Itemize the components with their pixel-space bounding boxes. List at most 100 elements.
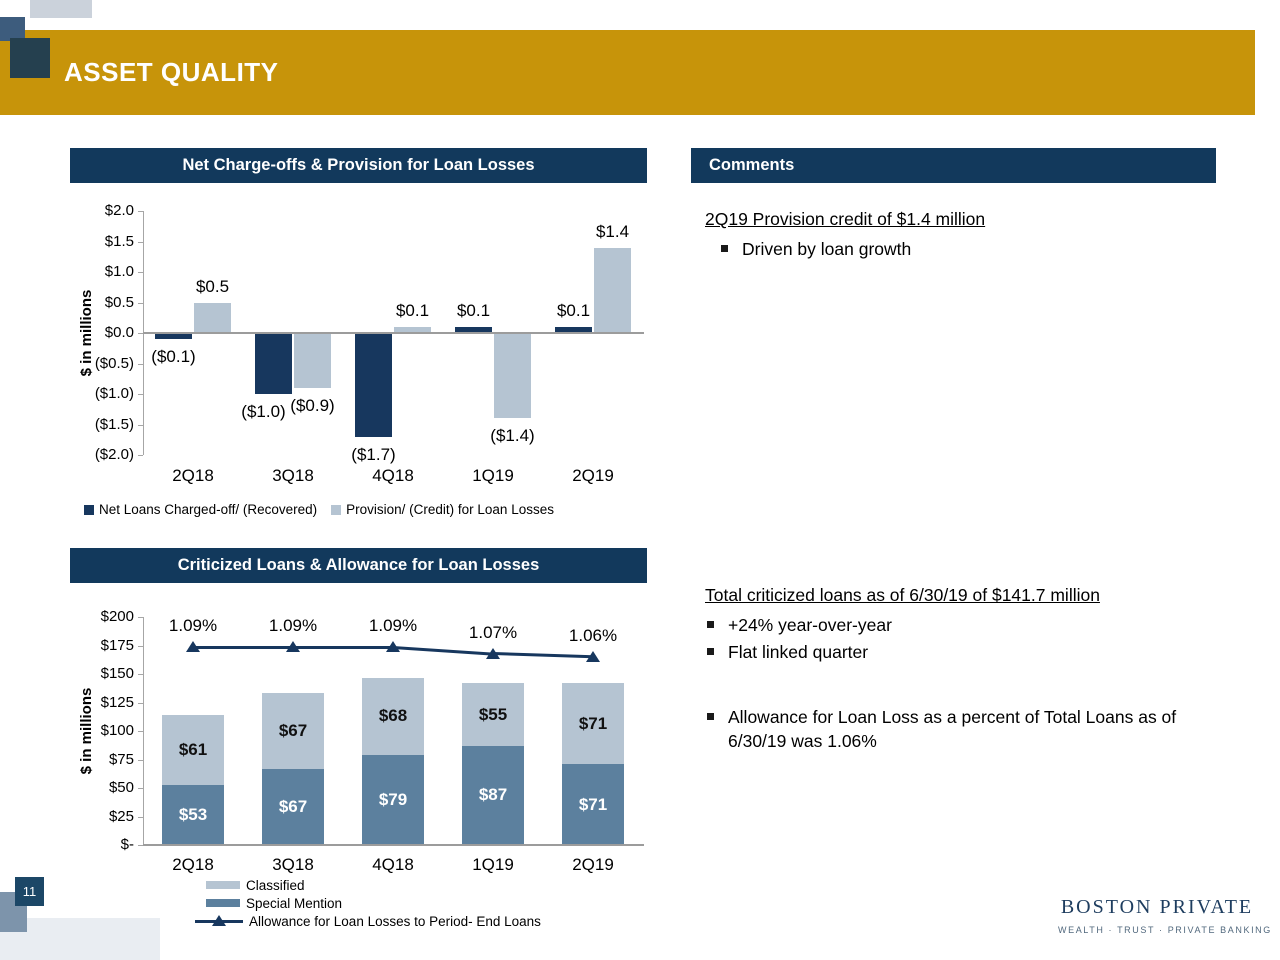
x-axis-category-label: 3Q18 (272, 855, 314, 874)
allowance-percent-label: 1.07% (468, 622, 518, 642)
classified-value-label: $68 (378, 706, 408, 726)
x-axis-category-label: 3Q18 (272, 466, 314, 485)
bar-2Q18-classified (162, 715, 224, 785)
y-axis-line (143, 617, 144, 845)
allowance-percent-label: 1.09% (168, 616, 218, 635)
zero-line (143, 332, 644, 334)
classified-swatch-icon (206, 881, 240, 889)
y-axis-tick (138, 645, 143, 647)
bullet-icon (707, 621, 714, 628)
special-mention-value-label: $53 (178, 804, 208, 824)
bar-2Q18-provision (194, 302, 231, 333)
comment-bullet: Driven by loan growth (705, 237, 1215, 261)
y-axis-tick (138, 759, 143, 761)
bullet-icon (707, 648, 714, 655)
x-axis-category-label: 2Q18 (172, 855, 214, 874)
bar-3Q18-provision (294, 333, 331, 388)
logo-tagline: WEALTH · TRUST · PRIVATE BANKING (1058, 925, 1272, 935)
bullet-icon (707, 713, 714, 720)
comments-title-bar: Comments (691, 148, 1216, 183)
y-axis-tick-label: ($2.0) (94, 446, 134, 463)
bar-value-label: $0.1 (456, 300, 491, 320)
y-axis-tick-label: $0.0 (104, 324, 134, 341)
y-axis-tick (138, 617, 143, 619)
allowance-line-marker (486, 647, 500, 659)
bullet-text: Driven by loan growth (742, 239, 912, 259)
legend-label: Provision/ (Credit) for Loan Losses (346, 502, 554, 517)
special-mention-value-label: $67 (278, 796, 308, 816)
chart1-title-bar: Net Charge-offs & Provision for Loan Los… (70, 148, 647, 183)
comments-block-provision: 2Q19 Provision credit of $1.4 million Dr… (705, 209, 1215, 261)
chargedoff-swatch-icon (84, 504, 94, 515)
y-axis-tick-label: $25 (108, 807, 134, 825)
decorative-square-slate (0, 17, 25, 41)
bar-3Q18-chargedoff (255, 333, 292, 394)
allowance-line-segment (492, 652, 594, 659)
bar-value-label: $0.1 (395, 300, 430, 320)
bar-value-label: $0.5 (195, 276, 230, 296)
bullet-icon (721, 245, 728, 252)
classified-value-label: $67 (278, 720, 308, 740)
bullet-text: Flat linked quarter (728, 642, 869, 662)
bar-2Q18-special-mention (162, 784, 224, 845)
chart2-title: Criticized Loans & Allowance for Loan Lo… (177, 556, 540, 574)
y-axis-tick (138, 241, 143, 243)
legend-label: Special Mention (246, 895, 343, 911)
bar-3Q18-special-mention (262, 768, 324, 845)
boston-private-logo: BOSTON PRIVATE WEALTH · TRUST · PRIVATE … (1058, 896, 1272, 935)
y-axis-tick-label: $1.0 (104, 263, 134, 280)
y-axis-title: $ in millions (78, 289, 95, 377)
comment-bullet: Allowance for Loan Loss as a percent of … (705, 705, 1210, 753)
bullet-text: Allowance for Loan Loss as a percent of … (728, 707, 1177, 751)
x-axis-category-label: 2Q19 (572, 855, 614, 874)
comments-heading: Total criticized loans as of 6/30/19 of … (705, 585, 1100, 605)
legend-label: Classified (246, 877, 305, 893)
y-axis-tick (138, 211, 143, 212)
y-axis-tick-label: $1.5 (104, 232, 134, 250)
x-axis-category-label: 1Q19 (472, 855, 514, 874)
criticized-loans-chart: $200 $175 $150 $125 $100 $75 $50 $25 $- $ in mill… (70, 590, 647, 940)
chart1-title: Net Charge-offs & Provision for Loan Los… (182, 156, 535, 174)
bar-2Q18-chargedoff (155, 333, 192, 340)
y-axis-tick-label: $50 (108, 779, 134, 797)
allowance-line-marker (586, 650, 600, 662)
y-axis-tick (138, 272, 143, 273)
allowance-line-segment (193, 645, 293, 649)
comment-bullet: Flat linked quarter (705, 640, 1215, 664)
x-axis-category-label: 2Q18 (172, 466, 214, 485)
decorative-square-dark (10, 38, 50, 78)
special-mention-swatch-icon (206, 899, 240, 907)
bar-2Q19-classified (562, 683, 624, 765)
net-chargeoffs-chart: $2.0 $1.5 $1.0 $0.5 $0.0 ($0.5) ($1.0) ($1.5) ($… (70, 190, 647, 500)
special-mention-value-label: $71 (578, 794, 608, 814)
bar-2Q19-chargedoff (555, 326, 592, 333)
comments-block-allowance: Allowance for Loan Loss as a percent of … (705, 698, 1210, 753)
legend-label: Allowance for Loan Losses to Period- End… (249, 913, 541, 929)
slide-title: ASSET QUALITY (64, 57, 279, 87)
logo-wordmark: BOSTON PRIVATE (1060, 896, 1254, 918)
legend-item-provision: Provision/ (Credit) for Loan Losses (331, 502, 554, 517)
x-axis-category-label: 4Q18 (372, 855, 414, 874)
bar-value-label: $1.4 (595, 221, 630, 241)
allowance-line-segment (293, 645, 393, 649)
slide-header-banner: ASSET QUALITY (0, 30, 1255, 115)
y-axis-tick-label: $75 (108, 750, 134, 768)
bar-4Q18-chargedoff (355, 333, 392, 437)
y-axis-tick-label: $100 (100, 722, 134, 740)
y-axis-tick (138, 788, 143, 790)
y-axis-tick-label: $150 (100, 665, 134, 683)
bar-2Q19-provision (594, 247, 631, 333)
bar-1Q19-classified (462, 683, 524, 746)
allowance-line-marker (286, 641, 300, 652)
comments-block-criticized: Total criticized loans as of 6/30/19 of … (705, 585, 1215, 664)
allowance-percent-label: 1.09% (368, 616, 418, 635)
bar-1Q19-provision (494, 333, 531, 419)
classified-value-label: $71 (578, 713, 608, 733)
comment-bullet: +24% year-over-year (705, 613, 1215, 637)
bar-value-label: ($0.9) (290, 395, 335, 415)
y-axis-title: $ in millions (78, 687, 95, 775)
bar-value-label: ($0.1) (151, 347, 196, 367)
chart2-legend: Classified Special Mention Allowance for… (195, 876, 541, 930)
y-axis-tick-label: $175 (100, 636, 134, 654)
